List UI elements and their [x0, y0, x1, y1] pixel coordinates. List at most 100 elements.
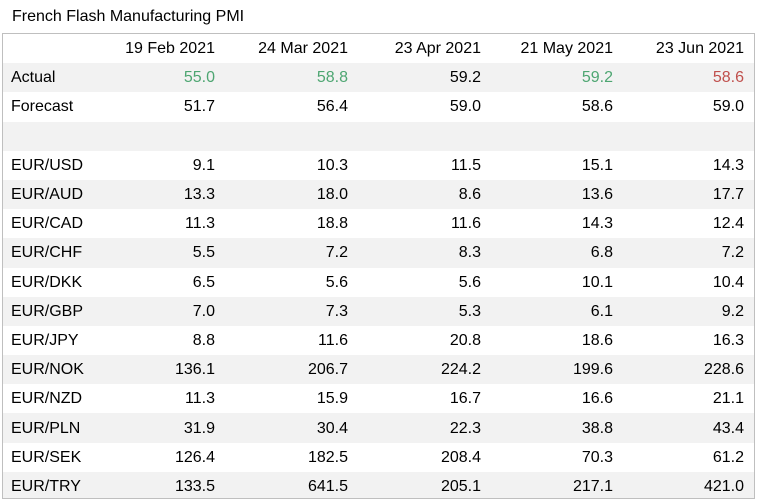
value-cell: 9.1	[192, 156, 215, 174]
row-label: EUR/SEK	[11, 448, 82, 466]
header-cell: 24 Mar 2021	[258, 40, 348, 58]
value-cell: 14.3	[712, 156, 744, 174]
value-cell: 59.2	[449, 69, 481, 87]
value-cell: 224.2	[440, 361, 481, 379]
table-row: EUR/TRY 133.5 641.5 205.1 217.1 421.0	[3, 471, 754, 498]
value-cell: 641.5	[307, 477, 348, 495]
row-label: Forecast	[11, 98, 74, 116]
header-cell: 19 Feb 2021	[125, 40, 215, 58]
table-row: EUR/SEK 126.4 182.5 208.4 70.3 61.2	[3, 443, 754, 472]
value-cell: 22.3	[449, 419, 481, 437]
header-cell: 23 Jun 2021	[655, 40, 744, 58]
value-cell: 18.6	[581, 331, 613, 349]
table-row: EUR/NZD 11.3 15.9 16.7 16.6 21.1	[3, 384, 754, 413]
value-cell: 30.4	[316, 419, 348, 437]
value-cell: 51.7	[183, 98, 215, 116]
value-cell: 10.1	[581, 273, 613, 291]
value-cell: 208.4	[440, 448, 481, 466]
table-header-row: 19 Feb 2021 24 Mar 2021 23 Apr 2021 21 M…	[3, 34, 754, 63]
value-cell: 7.0	[192, 302, 215, 320]
value-cell: 10.3	[316, 156, 348, 174]
table-row: Actual 55.0 58.8 59.2 59.2 58.6	[3, 63, 754, 93]
row-label: EUR/NOK	[11, 361, 84, 379]
row-label: EUR/NZD	[11, 390, 83, 408]
value-cell: 5.3	[458, 302, 481, 320]
value-cell: 59.0	[449, 98, 481, 116]
value-cell: 133.5	[174, 477, 215, 495]
value-cell: 59.0	[712, 98, 744, 116]
value-cell: 16.6	[581, 390, 613, 408]
value-cell: 38.8	[581, 419, 613, 437]
row-label: EUR/DKK	[11, 273, 83, 291]
value-cell: 59.2	[581, 69, 613, 87]
table-row: EUR/CAD 11.3 18.8 11.6 14.3 12.4	[3, 209, 754, 238]
value-cell: 7.3	[325, 302, 348, 320]
value-cell: 7.2	[721, 244, 744, 262]
row-label: EUR/TRY	[11, 477, 81, 495]
row-label: Actual	[11, 69, 56, 87]
row-label: EUR/CAD	[11, 215, 84, 233]
row-label: EUR/GBP	[11, 302, 84, 320]
value-cell: 31.9	[183, 419, 215, 437]
table-row: EUR/JPY 8.8 11.6 20.8 18.6 16.3	[3, 326, 754, 355]
value-cell: 8.6	[458, 186, 481, 204]
value-cell: 11.6	[318, 331, 348, 349]
value-cell: 15.1	[581, 156, 613, 174]
table-row: EUR/PLN 31.9 30.4 22.3 38.8 43.4	[3, 413, 754, 443]
header-cell: 21 May 2021	[520, 40, 613, 58]
table-row: EUR/USD 9.1 10.3 11.5 15.1 14.3	[3, 151, 754, 180]
table-title: French Flash Manufacturing PMI	[12, 8, 245, 25]
value-cell: 55.0	[183, 69, 215, 87]
value-cell: 70.3	[581, 448, 613, 466]
value-cell: 228.6	[703, 361, 744, 379]
value-cell: 9.2	[721, 302, 744, 320]
value-cell: 6.5	[192, 273, 215, 291]
value-cell: 18.8	[316, 215, 348, 233]
row-label: EUR/CHF	[11, 244, 83, 262]
pmi-table: 19 Feb 2021 24 Mar 2021 23 Apr 2021 21 M…	[2, 33, 755, 499]
value-cell: 6.1	[590, 302, 613, 320]
table-body: Actual 55.0 58.8 59.2 59.2 58.6 Forecast 51.7 56…	[3, 63, 754, 498]
value-cell: 11.6	[451, 215, 481, 233]
value-cell: 421.0	[703, 477, 744, 495]
value-cell: 5.5	[192, 244, 215, 262]
header-cell: 23 Apr 2021	[394, 40, 481, 58]
value-cell: 126.4	[174, 448, 215, 466]
value-cell: 136.1	[174, 361, 215, 379]
table-row: EUR/NOK 136.1 206.7 224.2 199.6 228.6	[3, 355, 754, 385]
row-label: EUR/AUD	[11, 186, 84, 204]
value-cell: 12.4	[712, 215, 744, 233]
value-cell: 56.4	[316, 98, 348, 116]
value-cell: 11.3	[185, 390, 215, 408]
value-cell: 20.8	[449, 331, 481, 349]
value-cell: 15.9	[316, 390, 348, 408]
table-row: EUR/CHF 5.5 7.2 8.3 6.8 7.2	[3, 238, 754, 268]
value-cell: 11.3	[185, 215, 215, 233]
value-cell: 11.5	[451, 156, 481, 174]
value-cell: 16.7	[449, 390, 481, 408]
value-cell: 18.0	[316, 186, 348, 204]
row-label: EUR/USD	[11, 156, 84, 174]
table-row: Forecast 51.7 56.4 59.0 58.6 59.0	[3, 92, 754, 121]
value-cell: 58.6	[581, 98, 613, 116]
table-row: EUR/DKK 6.5 5.6 5.6 10.1 10.4	[3, 268, 754, 297]
value-cell: 5.6	[325, 273, 348, 291]
value-cell: 199.6	[572, 361, 613, 379]
value-cell: 206.7	[307, 361, 348, 379]
value-cell: 58.6	[712, 69, 744, 87]
value-cell: 182.5	[307, 448, 348, 466]
table-row	[3, 121, 754, 151]
value-cell: 205.1	[440, 477, 481, 495]
value-cell: 61.2	[712, 448, 744, 466]
value-cell: 6.8	[590, 244, 613, 262]
value-cell: 5.6	[458, 273, 481, 291]
value-cell: 217.1	[572, 477, 613, 495]
value-cell: 8.3	[458, 244, 481, 262]
value-cell: 17.7	[712, 186, 744, 204]
value-cell: 16.3	[712, 331, 744, 349]
table-row: EUR/AUD 13.3 18.0 8.6 13.6 17.7	[3, 179, 754, 210]
table-row: EUR/GBP 7.0 7.3 5.3 6.1 9.2	[3, 296, 754, 326]
value-cell: 58.8	[316, 69, 348, 87]
value-cell: 10.4	[712, 273, 744, 291]
value-cell: 21.1	[712, 390, 744, 408]
